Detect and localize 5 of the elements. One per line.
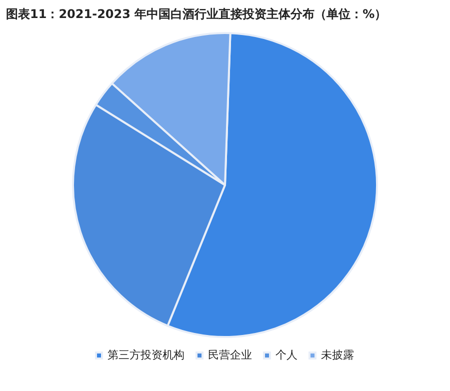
legend-label: 未披露 xyxy=(321,348,354,362)
legend-label: 个人 xyxy=(276,348,298,362)
legend-label: 第三方投资机构 xyxy=(108,348,184,362)
chart-title: 图表11：2021-2023 年中国白酒行业直接投资主体分布（单位：%） xyxy=(5,6,388,23)
legend-label: 民营企业 xyxy=(208,348,252,362)
